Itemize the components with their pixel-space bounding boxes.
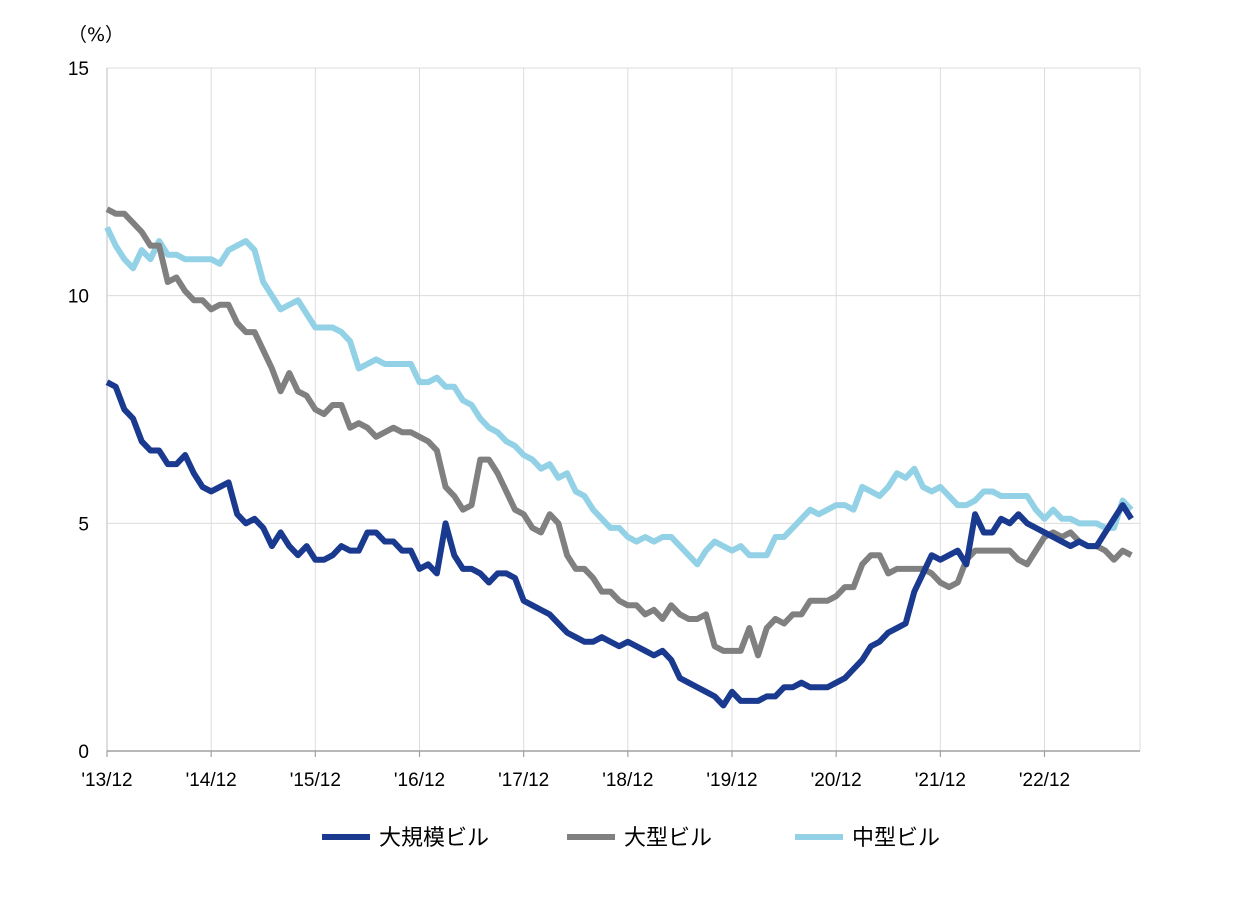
x-tick-label: '17/12 (498, 770, 549, 791)
x-tick-label: '13/12 (81, 770, 132, 791)
x-tick-label: '19/12 (706, 770, 757, 791)
x-tick-label: '22/12 (1019, 770, 1070, 791)
legend-label: 中型ビル (852, 826, 940, 851)
y-axis-unit-label: （%） (68, 24, 124, 46)
x-tick-label: '16/12 (394, 770, 445, 791)
x-tick-label: '21/12 (915, 770, 966, 791)
legend-label: 大型ビル (624, 826, 712, 851)
x-tick-label: '14/12 (186, 770, 237, 791)
legend: 大規模ビル 大型ビル 中型ビル (322, 826, 940, 851)
y-tick-label: 15 (68, 59, 89, 80)
y-tick-labels: 0 5 10 15 (68, 59, 89, 763)
y-tick-label: 10 (68, 287, 89, 308)
series-line-2 (105, 206, 1133, 659)
x-tick-label: '18/12 (602, 770, 653, 791)
series-line-1 (105, 379, 1134, 709)
legend-label: 大規模ビル (379, 826, 489, 851)
y-tick-label: 5 (78, 514, 89, 535)
series-line-3 (104, 226, 1134, 568)
x-tick-label: '15/12 (290, 770, 341, 791)
y-tick-label: 0 (78, 742, 89, 763)
grid-lines (107, 67, 1141, 751)
x-tick-labels: '13/12 '14/12 '15/12 '16/12 '17/12 '18/12 '19/… (81, 751, 1070, 791)
series-lines (104, 206, 1134, 709)
x-tick-label: '20/12 (811, 770, 862, 791)
